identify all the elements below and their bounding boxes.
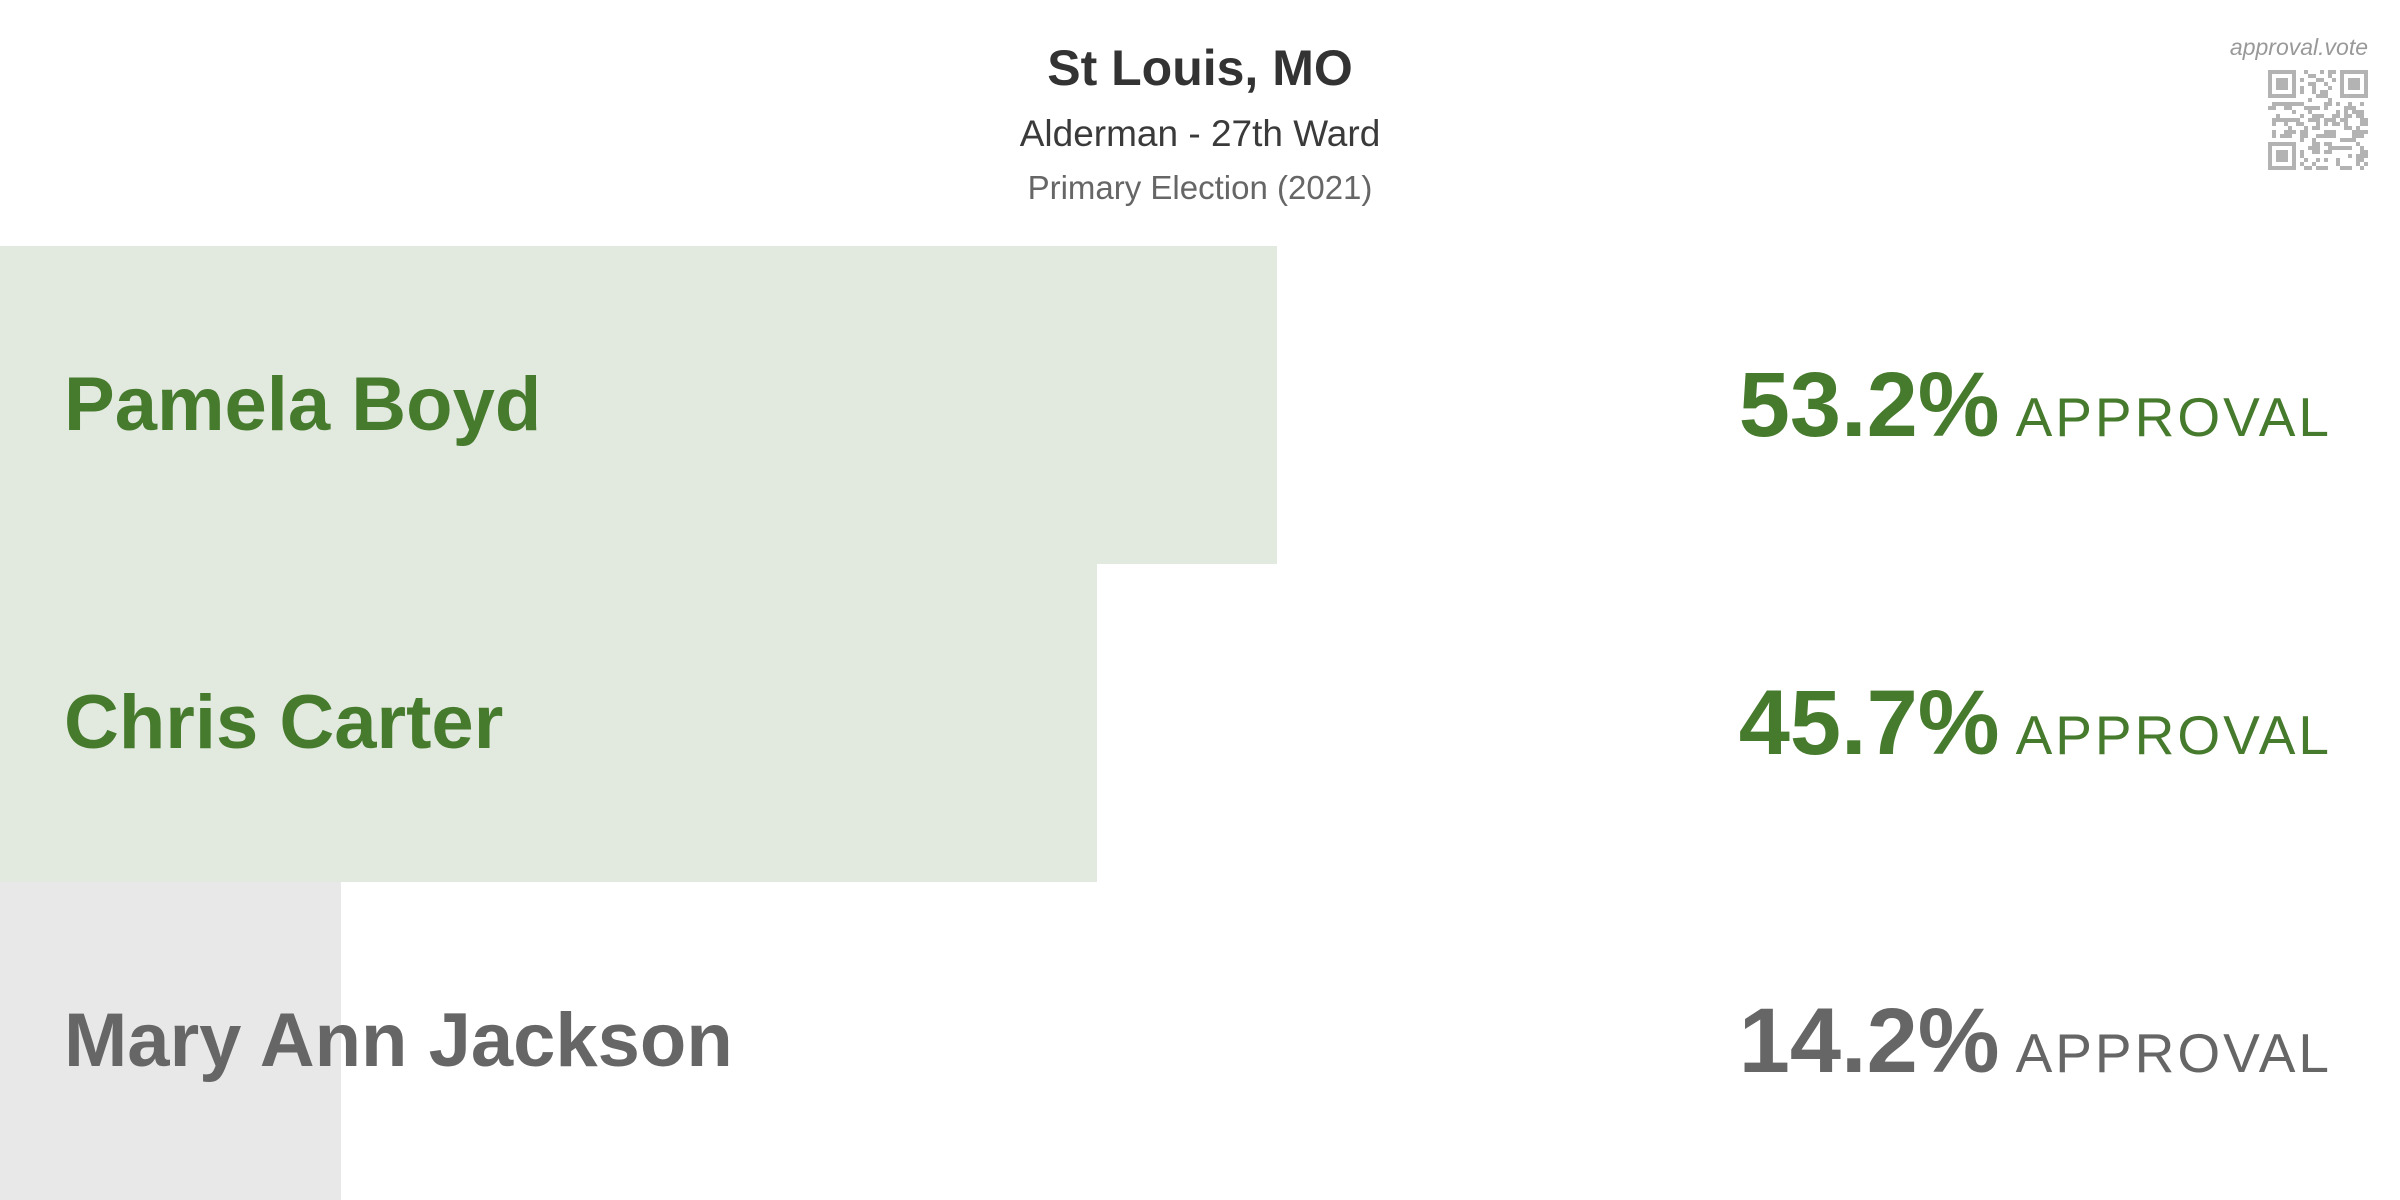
candidate-name: Mary Ann Jackson (64, 998, 733, 1083)
header: St Louis, MO Alderman - 27th Ward Primar… (0, 0, 2400, 246)
candidate-row: Pamela Boyd 53.2% APPROVAL (0, 246, 2400, 564)
approval-percent: 53.2% (1738, 354, 2000, 456)
approval-label: APPROVAL (2015, 1022, 2332, 1084)
approval-label: APPROVAL (2015, 704, 2332, 766)
qr-code-icon (2268, 70, 2368, 170)
approval-bar (0, 564, 1097, 882)
approval-bar (0, 882, 341, 1200)
contest-subtitle: Alderman - 27th Ward (1019, 113, 1381, 154)
approval-result: 14.2% APPROVAL (1739, 882, 2332, 1200)
brand-link[interactable]: approval.vote (2229, 34, 2368, 60)
candidate-row: Mary Ann Jackson 14.2% APPROVAL (0, 882, 2400, 1200)
approval-label: APPROVAL (2015, 386, 2332, 448)
results-chart: Pamela Boyd 53.2% APPROVAL Chris Carter 45.7… (0, 246, 2400, 1200)
page-title: St Louis, MO (1047, 40, 1353, 96)
approval-result: 53.2% APPROVAL (1739, 246, 2332, 564)
candidate-name: Pamela Boyd (64, 362, 542, 447)
approval-percent: 45.7% (1738, 672, 2000, 774)
election-label: Primary Election (2021) (1027, 169, 1373, 206)
approval-percent: 14.2% (1738, 990, 2000, 1092)
candidate-row: Chris Carter 45.7% APPROVAL (0, 564, 2400, 882)
approval-result: 45.7% APPROVAL (1739, 564, 2332, 882)
candidate-name: Chris Carter (64, 680, 504, 765)
approval-bar (0, 246, 1277, 564)
